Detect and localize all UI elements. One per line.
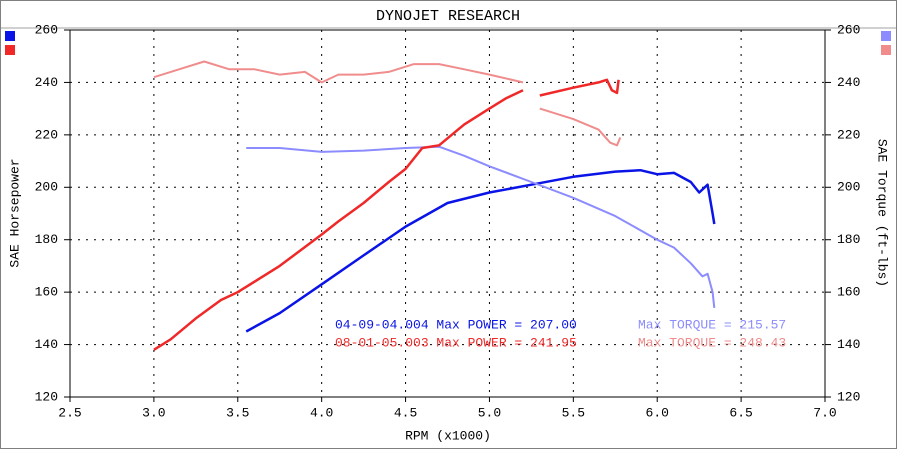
- annotation: Max TORQUE = 215.57: [638, 317, 786, 332]
- annotation: 04-09-04.004 Max POWER = 207.00: [335, 317, 577, 332]
- y2-tick-label: 140: [837, 337, 860, 352]
- y-tick-label: 140: [35, 337, 58, 352]
- x-tick-label: 6.0: [646, 405, 669, 420]
- y2-tick-label: 240: [837, 75, 860, 90]
- x-tick-label: 6.5: [729, 405, 752, 420]
- series-line: [245, 168, 716, 333]
- y2-tick-label: 120: [837, 389, 860, 404]
- y2-tick-label: 180: [837, 232, 860, 247]
- y-tick-label: 260: [35, 22, 58, 37]
- x-tick-label: 3.0: [142, 405, 165, 420]
- x-tick-label: 5.0: [478, 405, 501, 420]
- annotation: Max TORQUE = 248.43: [638, 335, 786, 350]
- y-tick-label: 160: [35, 285, 58, 300]
- y-tick-label: 200: [35, 180, 58, 195]
- y2-tick-label: 260: [837, 22, 860, 37]
- x-tick-label: 4.0: [310, 405, 333, 420]
- x-tick-label: 2.5: [58, 405, 81, 420]
- series-line: [153, 60, 622, 147]
- y2-tick-label: 160: [837, 285, 860, 300]
- series-line: [246, 145, 716, 309]
- annotation: 08-01-05.003 Max POWER = 241.95: [335, 335, 577, 350]
- legend-swatch: [5, 31, 15, 41]
- y-tick-label: 240: [35, 75, 58, 90]
- y2-tick-label: 200: [837, 180, 860, 195]
- y-tick-label: 180: [35, 232, 58, 247]
- legend-swatch: [881, 45, 891, 55]
- y2-tick-label: 220: [837, 127, 860, 142]
- chart-title: DYNOJET RESEARCH: [376, 8, 520, 25]
- legend-swatch: [5, 45, 15, 55]
- series-line: [153, 78, 620, 351]
- x-tick-label: 5.5: [562, 405, 585, 420]
- y-tick-label: 220: [35, 127, 58, 142]
- x-tick-label: 3.5: [226, 405, 249, 420]
- y-axis-label: SAE Horsepower: [7, 158, 22, 267]
- x-tick-label: 7.0: [813, 405, 836, 420]
- y-tick-label: 120: [35, 389, 58, 404]
- plot-area: [69, 29, 826, 398]
- y2-axis-label: SAE Torque (ft-lbs): [875, 139, 890, 287]
- x-axis-label: RPM (x1000): [405, 428, 491, 443]
- legend-swatch: [881, 31, 891, 41]
- x-tick-label: 4.5: [394, 405, 417, 420]
